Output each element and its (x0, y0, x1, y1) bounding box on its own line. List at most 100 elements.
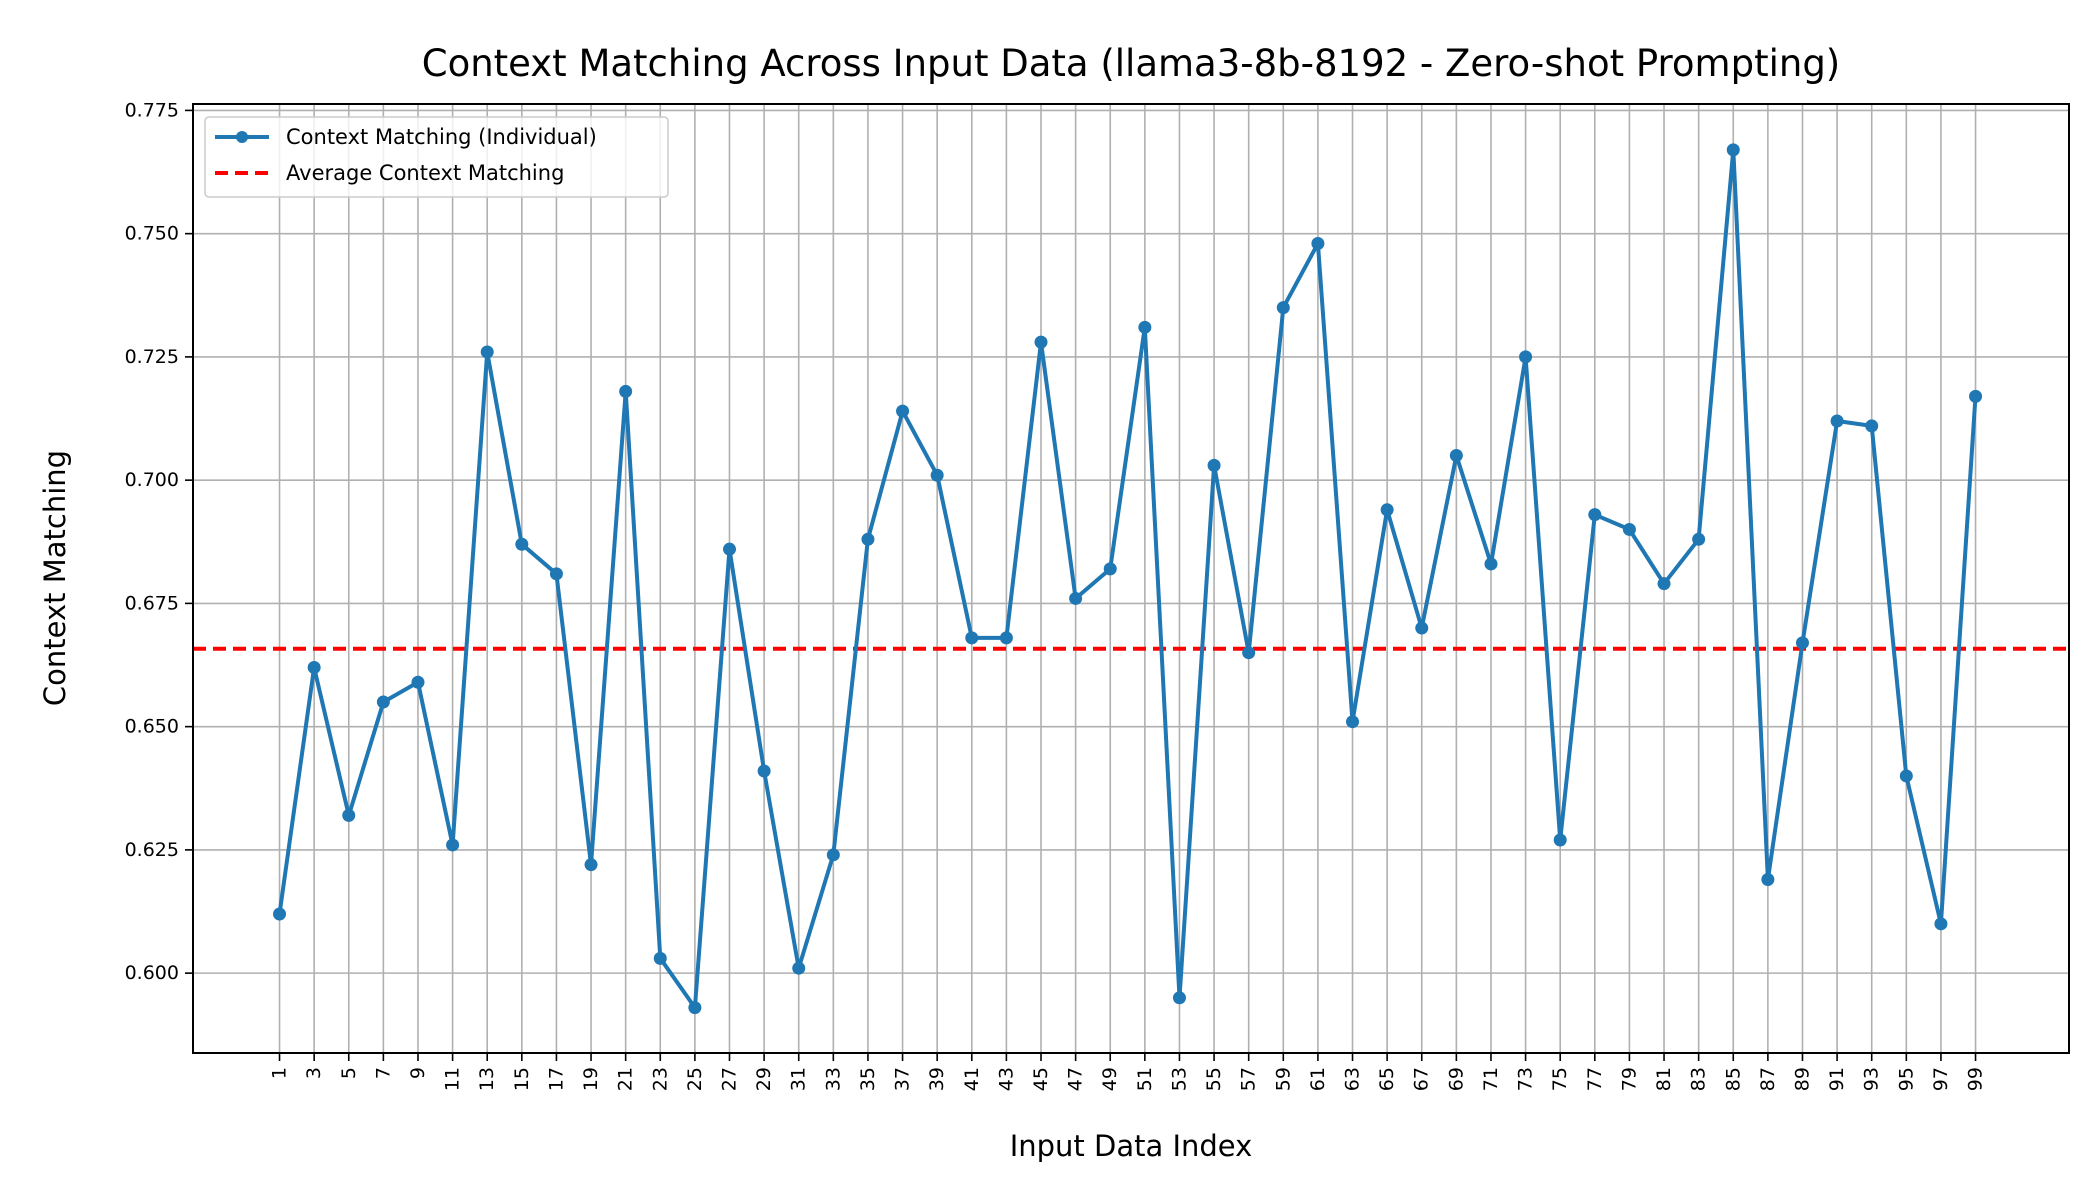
x-tick-label: 29 (753, 1067, 775, 1091)
x-tick-label: 59 (1272, 1067, 1294, 1091)
legend-series-marker (236, 131, 248, 143)
series-line (277, 147, 1978, 1010)
data-point (1242, 646, 1256, 660)
legend-series-label: Context Matching (Individual) (286, 125, 597, 149)
x-tick-label: 23 (649, 1067, 671, 1091)
data-point (861, 532, 875, 546)
data-point (965, 631, 979, 645)
y-tick-label: 0.700 (125, 469, 179, 491)
x-tick-label: 87 (1757, 1067, 1779, 1091)
x-tick-label: 9 (407, 1067, 429, 1079)
x-tick-label: 47 (1065, 1067, 1087, 1091)
data-point (549, 567, 563, 581)
y-tick-label: 0.650 (125, 716, 179, 738)
x-tick-label: 33 (822, 1067, 844, 1091)
data-point (1969, 389, 1983, 403)
data-point (930, 468, 944, 482)
data-point (1934, 917, 1948, 931)
x-tick-label: 1 (269, 1067, 291, 1079)
x-tick-label: 63 (1342, 1067, 1364, 1091)
data-point (1034, 335, 1048, 349)
x-tick-label: 89 (1791, 1067, 1813, 1091)
x-axis-label: Input Data Index (1010, 1129, 1253, 1163)
data-point (1069, 591, 1083, 605)
chart-title: Context Matching Across Input Data (llam… (422, 42, 1841, 85)
data-point (1311, 237, 1325, 251)
data-point (722, 542, 736, 556)
legend-average-label: Average Context Matching (286, 161, 564, 185)
data-point (1449, 448, 1463, 462)
x-tick-label: 15 (511, 1067, 533, 1091)
x-tick-label: 25 (684, 1067, 706, 1091)
data-point (584, 858, 598, 872)
data-point (1380, 503, 1394, 517)
data-point (826, 848, 840, 862)
x-tick-label: 51 (1134, 1067, 1156, 1091)
x-tick-label: 27 (718, 1067, 740, 1091)
legend: Context Matching (Individual) Average Co… (204, 116, 669, 198)
x-tick-label: 35 (857, 1067, 879, 1091)
x-tick-label: 57 (1238, 1067, 1260, 1091)
y-tick-label: 0.750 (125, 223, 179, 245)
data-point (1172, 991, 1186, 1005)
x-tick-label: 79 (1618, 1067, 1640, 1091)
x-tick-label: 37 (892, 1067, 914, 1091)
x-tick-label: 85 (1722, 1067, 1744, 1091)
x-tick-label: 91 (1826, 1067, 1848, 1091)
data-point (1103, 562, 1117, 576)
x-tick-label: 81 (1653, 1067, 1675, 1091)
data-point (1138, 320, 1152, 334)
x-tick-label: 65 (1376, 1067, 1398, 1091)
data-point (1865, 419, 1879, 433)
x-tick-label: 5 (338, 1067, 360, 1079)
grid (193, 104, 2069, 1053)
data-point (376, 695, 390, 709)
x-tick-label: 71 (1480, 1067, 1502, 1091)
x-tick-label: 77 (1584, 1067, 1606, 1091)
x-tick-label: 19 (580, 1067, 602, 1091)
data-point (342, 808, 356, 822)
data-point (653, 951, 667, 965)
x-tick-label: 83 (1688, 1067, 1710, 1091)
data-point (1830, 414, 1844, 428)
x-tick-label: 41 (961, 1067, 983, 1091)
data-point (999, 631, 1013, 645)
x-tick-label: 53 (1168, 1067, 1190, 1091)
data-point (1346, 715, 1360, 729)
data-point (515, 537, 529, 551)
data-point (1692, 532, 1706, 546)
data-point (1622, 522, 1636, 536)
data-point (1207, 458, 1221, 472)
y-tick-label: 0.600 (125, 962, 179, 984)
y-tick-label: 0.675 (125, 592, 179, 614)
x-tick-label: 11 (442, 1067, 464, 1091)
x-tick-label: 67 (1411, 1067, 1433, 1091)
data-point (688, 1001, 702, 1015)
x-tick-label: 3 (303, 1067, 325, 1079)
x-tick-label: 75 (1549, 1067, 1571, 1091)
data-point (1795, 636, 1809, 650)
x-tick-label: 45 (1030, 1067, 1052, 1091)
data-point (1553, 833, 1567, 847)
x-tick-label: 7 (372, 1067, 394, 1079)
y-tick-label: 0.775 (125, 99, 179, 121)
x-tick-label: 17 (545, 1067, 567, 1091)
data-point (1519, 350, 1533, 364)
x-tick-label: 97 (1930, 1067, 1952, 1091)
x-tick-label: 43 (995, 1067, 1017, 1091)
data-point (792, 961, 806, 975)
y-axis-label: Context Matching (38, 450, 72, 706)
data-point (1761, 872, 1775, 886)
data-point (273, 907, 287, 921)
y-tick-label: 0.725 (125, 346, 179, 368)
x-tick-label: 61 (1307, 1067, 1329, 1091)
x-tick-label: 99 (1965, 1067, 1987, 1091)
plot-frame (192, 103, 2070, 1054)
x-tick-label: 13 (476, 1067, 498, 1091)
x-tick-label: 31 (788, 1067, 810, 1091)
y-tick-label: 0.625 (125, 839, 179, 861)
data-point (307, 660, 321, 674)
data-point (1588, 508, 1602, 522)
